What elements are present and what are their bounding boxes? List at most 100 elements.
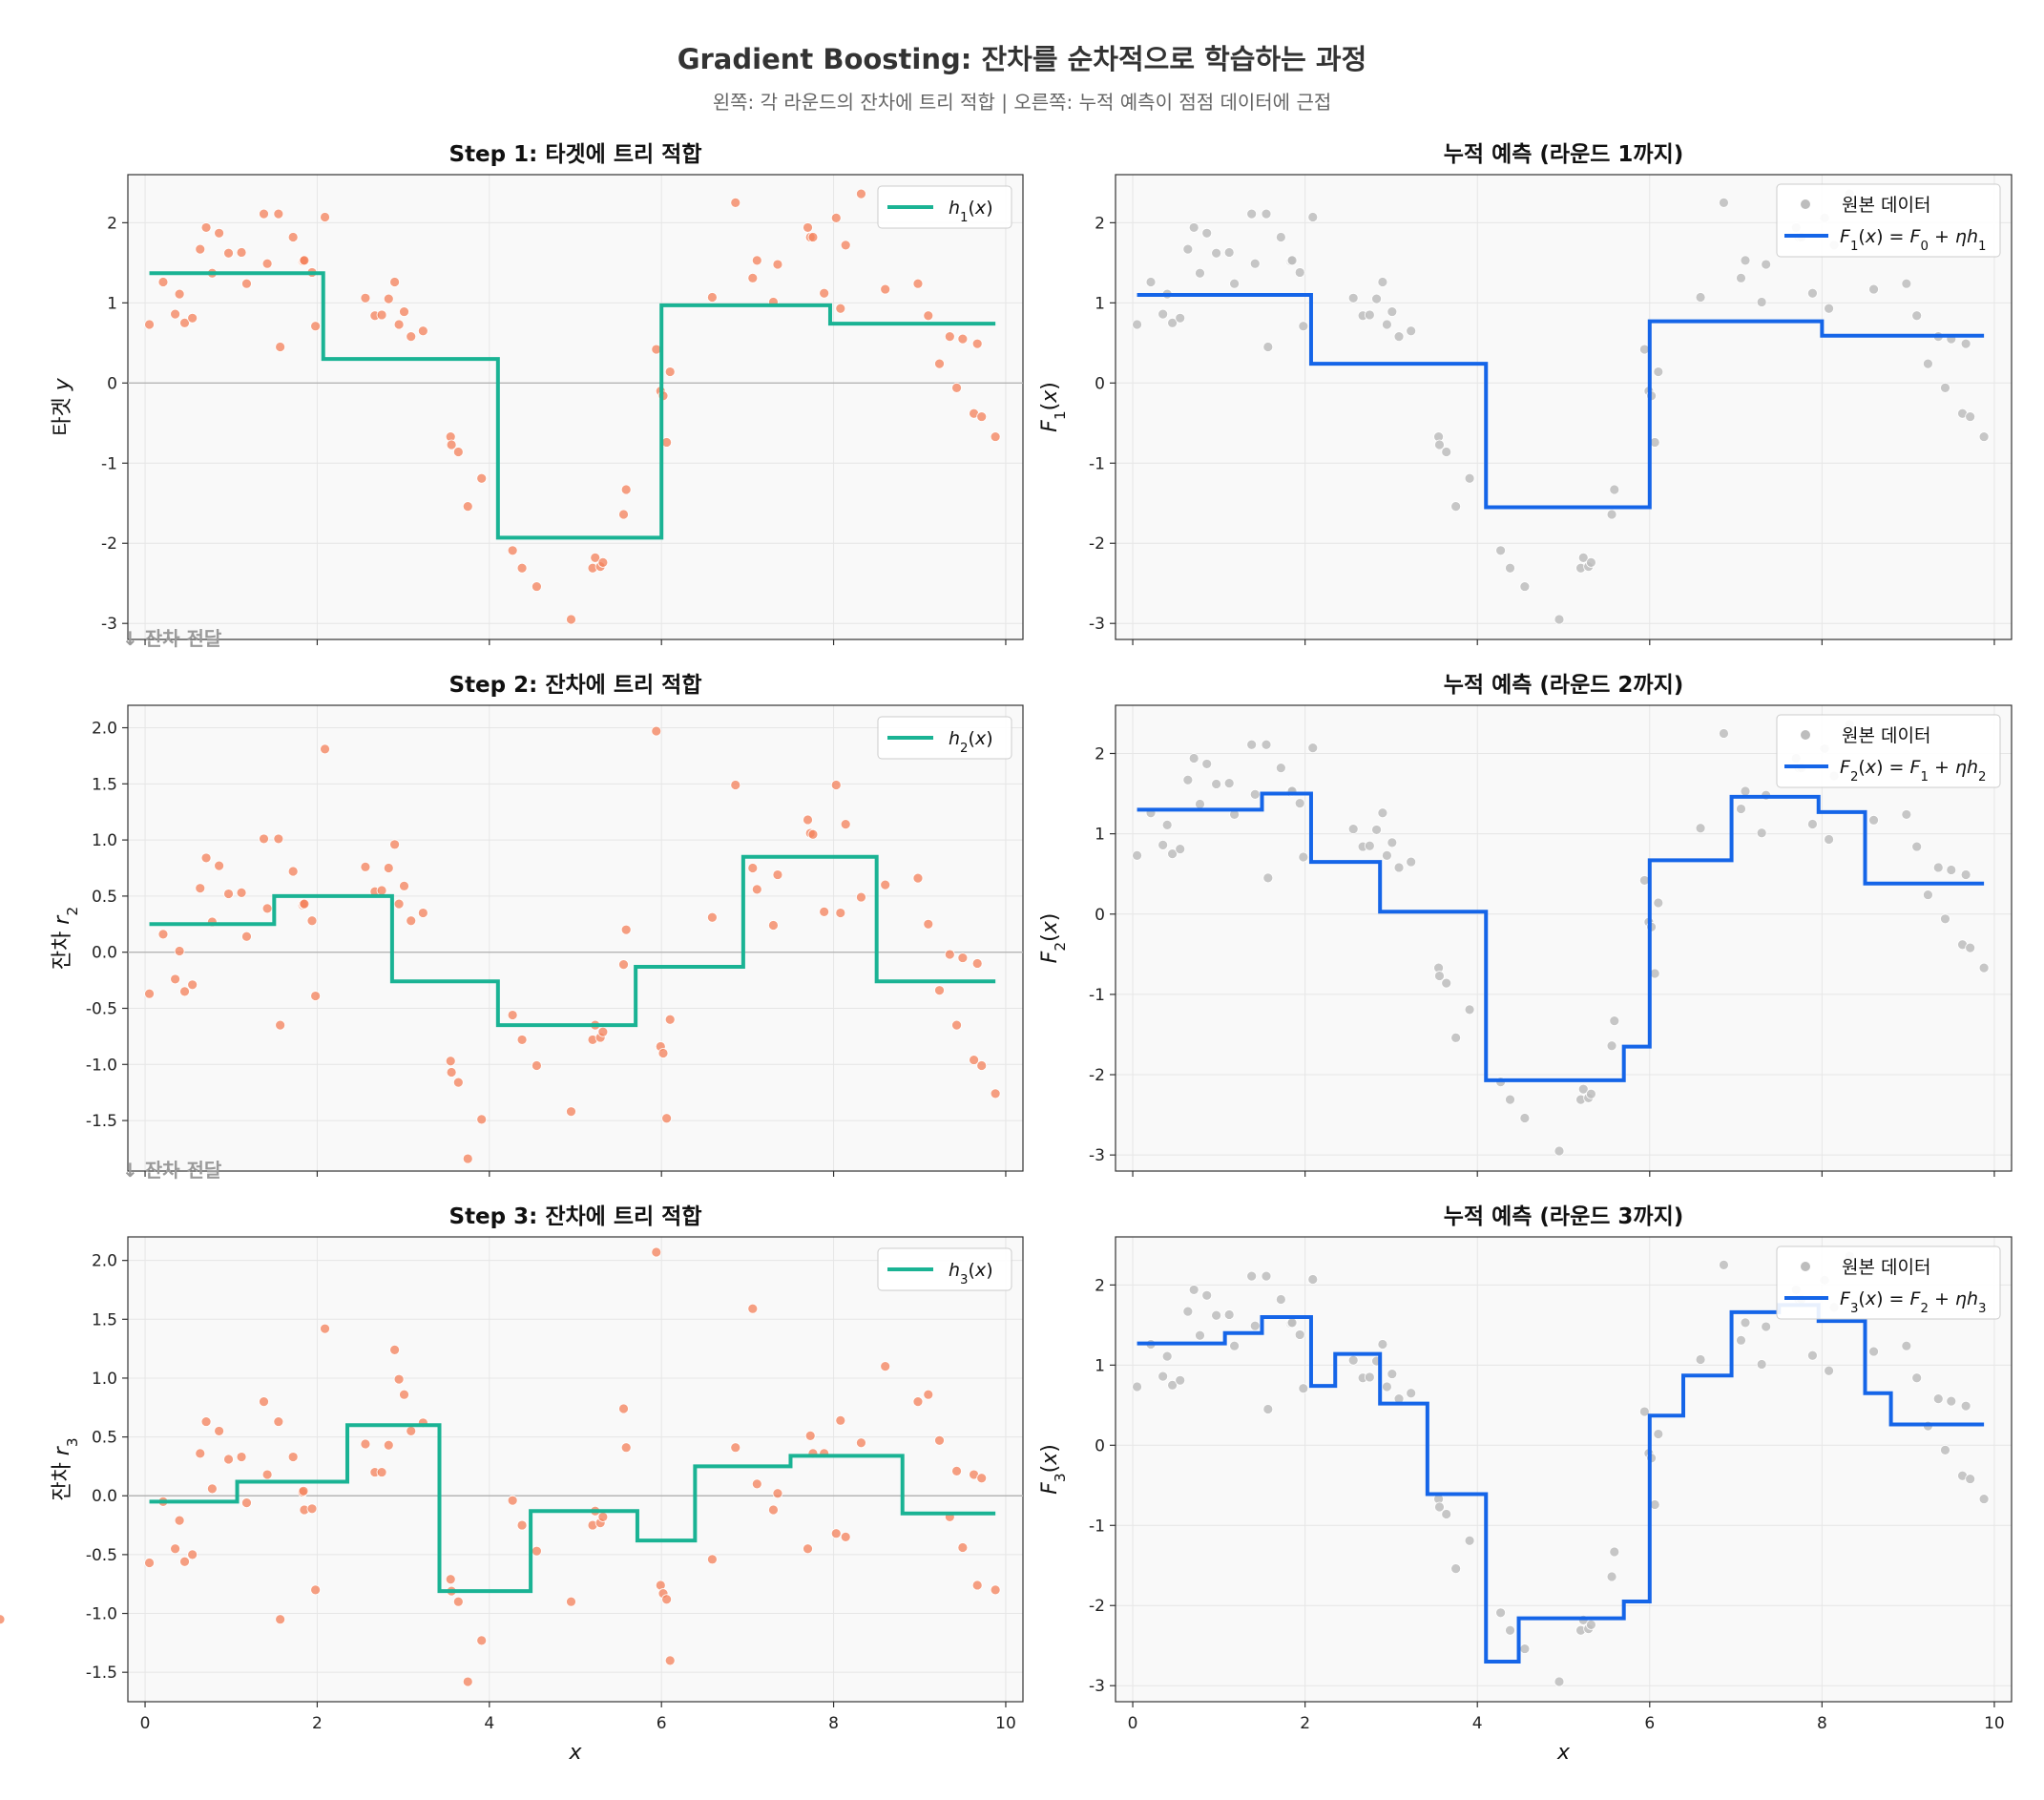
residual-point <box>747 1303 759 1314</box>
data-point <box>1161 819 1173 830</box>
legend-label: h3(x) <box>949 1260 993 1287</box>
residual-point <box>566 614 576 625</box>
data-point <box>1211 779 1222 789</box>
residual-point <box>144 319 155 330</box>
residual-point <box>971 958 983 969</box>
legend-label: F2(x) = F1 + ηh2 <box>1840 757 1986 785</box>
data-point <box>1824 303 1834 314</box>
label-part: η <box>1955 757 1967 778</box>
residual-point <box>360 1438 371 1450</box>
residual-point <box>532 1545 542 1557</box>
label-part: = <box>1884 226 1910 247</box>
legend: h2(x) <box>877 716 1012 760</box>
residual-point <box>383 293 394 304</box>
residual-point <box>445 1056 456 1067</box>
residual-point <box>174 1515 185 1526</box>
residual-point <box>707 292 718 303</box>
residual-point <box>532 581 542 592</box>
data-point <box>1606 509 1617 520</box>
label-part: ) <box>986 728 992 749</box>
data-point <box>1756 297 1767 307</box>
cumulative-panel-1: 210-1-2-3누적 예측 (라운드 1까지)F1(x)원본 데이터F1(x)… <box>1038 142 2013 645</box>
residual-point <box>944 331 955 343</box>
residual-point <box>406 915 417 927</box>
residual-point <box>707 911 718 923</box>
label-part: + <box>1929 226 1955 247</box>
label-part: 1 <box>1920 770 1928 785</box>
data-point <box>1286 1317 1298 1329</box>
label-part: 잔차 <box>51 1455 74 1500</box>
residual-point <box>157 929 169 940</box>
residual-point <box>751 255 762 266</box>
data-point <box>1275 763 1286 774</box>
data-point <box>1978 1494 1990 1504</box>
residual-point <box>507 1010 518 1020</box>
residual-point <box>223 247 234 259</box>
data-point <box>1246 1270 1258 1282</box>
label-part: 2 <box>1978 770 1986 785</box>
residual-point <box>835 303 846 314</box>
x-tick-label: 2 <box>1300 1714 1310 1733</box>
label-part: x <box>1865 226 1877 247</box>
data-point <box>1261 739 1272 750</box>
data-point <box>1261 1270 1272 1282</box>
data-point <box>1740 1317 1751 1329</box>
data-point <box>1371 825 1382 835</box>
residual-point <box>320 212 330 222</box>
residual-point <box>310 321 322 332</box>
data-point <box>1182 243 1194 255</box>
panel-title: 누적 예측 (라운드 3까지) <box>1444 1204 1684 1229</box>
legend-label: 원본 데이터 <box>1842 195 1930 216</box>
label-part: 1 <box>960 211 968 225</box>
residual-point <box>389 1344 400 1355</box>
y-tick-label: 0.0 <box>92 944 117 963</box>
data-point <box>1609 1015 1620 1027</box>
residual-point <box>804 1430 816 1441</box>
label-part: ) <box>1876 226 1883 247</box>
data-point <box>1940 913 1950 925</box>
data-point <box>1307 743 1319 753</box>
residual-point <box>923 310 934 322</box>
residual-point <box>259 1396 269 1408</box>
data-point <box>1901 1340 1912 1351</box>
label-part: h <box>949 198 960 219</box>
data-point <box>1932 1393 1944 1405</box>
y-axis-label: 잔차 r3 <box>51 1437 81 1500</box>
y-tick-label: 1 <box>1095 826 1105 845</box>
residual-point <box>803 222 813 233</box>
residual-point <box>320 743 330 755</box>
data-point <box>1965 942 1976 953</box>
residual-point <box>174 288 185 300</box>
label-part: y <box>51 377 74 391</box>
residual-point <box>620 484 632 495</box>
label-part: 타겟 <box>51 390 74 435</box>
residual-point <box>751 884 762 895</box>
data-point <box>1965 411 1976 422</box>
residual-point <box>446 1067 457 1078</box>
data-point <box>1175 312 1186 324</box>
panel-title: Step 2: 잔차에 트리 적합 <box>449 673 702 698</box>
residual-flow-note: ↓ 잔차 전달 <box>122 1159 222 1182</box>
y-tick-label: 0.5 <box>92 888 117 907</box>
y-tick-label: -2 <box>101 534 117 554</box>
residual-point <box>236 247 247 258</box>
residual-point <box>462 501 473 513</box>
residual-point <box>803 814 813 826</box>
residual-point <box>223 889 234 899</box>
y-tick-label: 1.0 <box>92 1370 117 1389</box>
residual-point <box>566 1106 576 1118</box>
data-point <box>1182 1306 1194 1317</box>
data-point <box>1719 728 1729 739</box>
label-part: 1 <box>1052 410 1069 420</box>
residual-point <box>618 959 629 971</box>
data-point <box>1347 824 1359 834</box>
label-part: η <box>1955 226 1967 247</box>
residual-point <box>803 1543 813 1555</box>
data-point <box>1364 1371 1375 1383</box>
label-part: x <box>1865 1288 1877 1309</box>
residual-point <box>620 924 632 935</box>
data-point <box>1505 1094 1515 1105</box>
data-point <box>1377 1339 1388 1350</box>
data-point <box>1347 1354 1359 1366</box>
y-tick-label: 0 <box>1095 1436 1105 1455</box>
